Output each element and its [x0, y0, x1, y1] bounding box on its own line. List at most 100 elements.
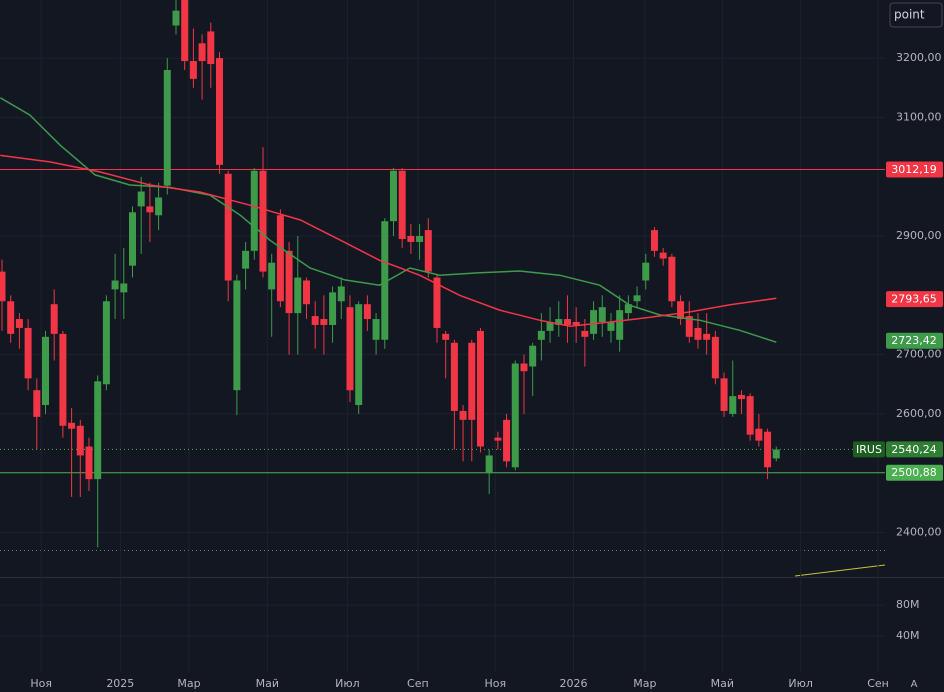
candle-body — [694, 327, 702, 340]
y-tick-label: 2400,00 — [896, 526, 942, 539]
candle-body — [198, 43, 206, 62]
candle-body — [755, 428, 763, 441]
candle-body — [572, 322, 580, 325]
candle-body — [642, 262, 650, 281]
candle-body — [659, 252, 667, 259]
ma-label-bg — [886, 332, 943, 349]
candle-body — [285, 250, 293, 314]
candle-body — [503, 419, 511, 462]
candle-body — [737, 394, 745, 400]
candle-body — [50, 304, 58, 334]
candle-body — [329, 292, 337, 325]
candle-body — [685, 316, 693, 337]
candle-body — [102, 301, 110, 385]
candle-body — [85, 446, 93, 480]
candle-body — [590, 310, 598, 334]
x-tick-label: Мар — [177, 677, 200, 690]
candle-body — [381, 221, 389, 340]
candle-body — [450, 342, 458, 411]
candle-body — [215, 58, 223, 165]
candle-body — [181, 0, 189, 62]
candle-body — [24, 327, 32, 379]
scale-mode[interactable]: A — [911, 679, 918, 690]
candle-body — [563, 319, 571, 325]
y-tick-label: 2600,00 — [896, 407, 942, 420]
candle-body — [529, 345, 537, 367]
candle-body — [163, 69, 171, 186]
candle-body — [764, 431, 772, 468]
candle-body — [346, 307, 354, 391]
candle-body — [416, 236, 424, 242]
candle-body — [207, 31, 215, 65]
y-tick-label: 3100,00 — [896, 110, 942, 123]
candle-body — [746, 396, 754, 435]
candle-body — [607, 322, 615, 331]
candle-body — [389, 170, 397, 222]
candle-body — [633, 295, 641, 302]
x-tick-label: Июл — [335, 677, 360, 690]
candle-body — [372, 319, 380, 340]
ma-label: 2723,42 — [891, 334, 937, 347]
candle-body — [172, 10, 180, 26]
candle-body — [459, 410, 467, 420]
mode-button[interactable] — [889, 2, 943, 28]
candle-body — [15, 319, 23, 328]
candle-body — [711, 336, 719, 379]
candle-body — [537, 330, 545, 340]
candle-body — [407, 236, 415, 242]
candle-body — [189, 61, 197, 79]
candle-body — [624, 304, 632, 314]
candle-body — [320, 319, 328, 325]
candle-body — [242, 250, 250, 269]
candle-body — [311, 316, 319, 325]
candle-body — [598, 307, 606, 323]
candle-body — [33, 390, 41, 417]
candle-body — [442, 333, 450, 340]
candle-body — [433, 277, 441, 328]
candle-body — [7, 301, 15, 334]
candle-body — [555, 319, 563, 325]
candle-body — [337, 286, 345, 302]
candle-body — [772, 449, 780, 459]
candle-body — [363, 304, 371, 320]
candle-body — [268, 262, 276, 290]
candle-body — [294, 277, 302, 314]
mode-button-label[interactable]: point — [894, 8, 925, 22]
candle-body — [476, 330, 484, 447]
candle-body — [520, 363, 528, 372]
price-label-bg — [886, 441, 943, 458]
y-tick-label: 3200,00 — [896, 51, 942, 64]
level-label-bg — [886, 161, 943, 178]
x-tick-label: Май — [256, 677, 279, 690]
candle-body — [259, 170, 267, 272]
y2-tick-label: 80M — [896, 598, 920, 611]
candle-body — [224, 173, 232, 281]
candle-body — [111, 280, 119, 290]
candle-body — [468, 342, 476, 420]
candle-body — [302, 280, 310, 305]
x-tick-label: Май — [711, 677, 734, 690]
level-label: 2500,88 — [891, 466, 937, 479]
candle-body — [494, 437, 502, 441]
price-label: 2540,24 — [891, 443, 937, 456]
candle-body — [729, 396, 737, 414]
candle-body — [546, 322, 554, 331]
indicator-line — [794, 564, 886, 577]
candle-body — [703, 333, 711, 340]
candle-body — [485, 455, 493, 474]
candle-body — [128, 212, 136, 266]
candle-body — [511, 363, 519, 468]
candle-body — [137, 191, 145, 207]
candle-body — [59, 333, 67, 426]
moving-average — [0, 97, 777, 343]
x-tick-label: Ноя — [30, 677, 52, 690]
x-tick-label: Сен — [867, 677, 889, 690]
candle-body — [120, 283, 128, 293]
symbol-bg — [853, 441, 885, 458]
x-tick-label: Мар — [633, 677, 656, 690]
candle-body — [250, 170, 258, 251]
y-tick-label: 2700,00 — [896, 348, 942, 361]
y-tick-label: 2900,00 — [896, 229, 942, 242]
level-label: 3012,19 — [891, 163, 937, 176]
symbol-label: IRUS — [856, 443, 882, 456]
